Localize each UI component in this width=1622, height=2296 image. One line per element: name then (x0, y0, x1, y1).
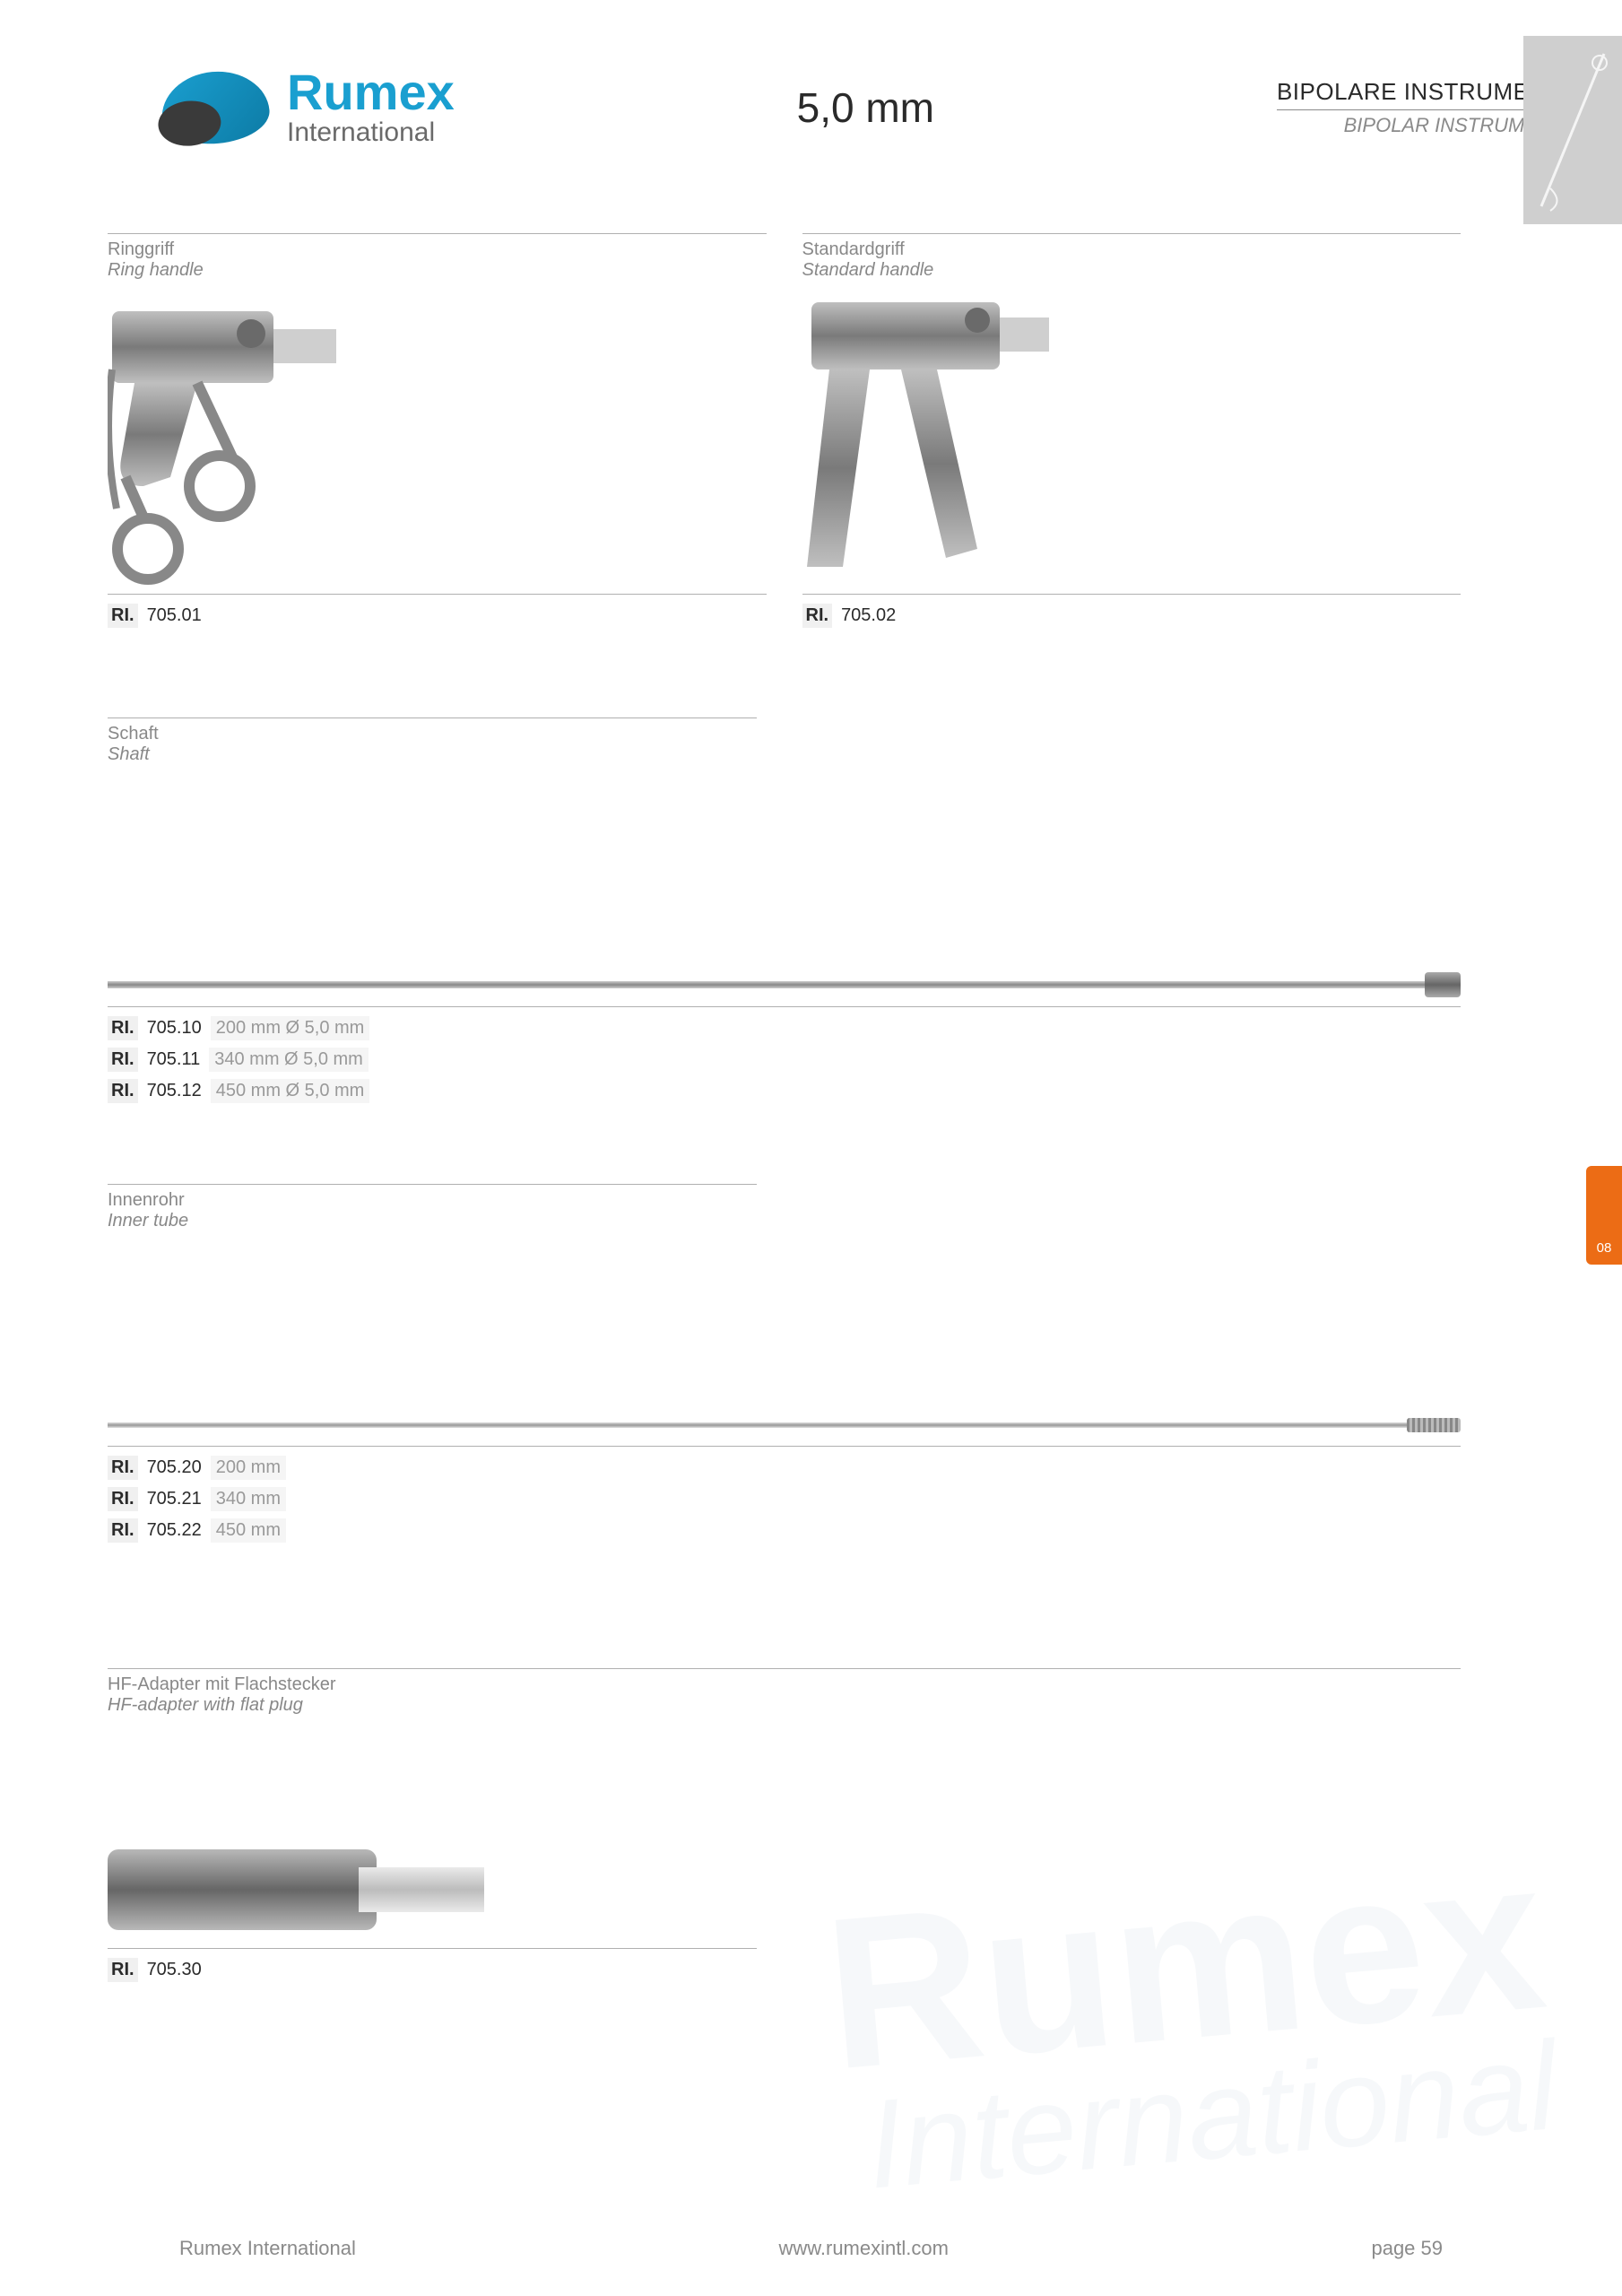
product-code-row: RI. 705.11 340 mm Ø 5,0 mm (108, 1048, 1461, 1072)
page-footer: Rumex International www.rumexintl.com pa… (0, 2237, 1622, 2260)
footer-page: page 59 (1371, 2237, 1443, 2260)
code-prefix: RI. (108, 1487, 138, 1511)
inner-tube-image (108, 1249, 1461, 1447)
code-prefix: RI. (108, 1456, 138, 1480)
logo-text: Rumex International (287, 67, 455, 148)
code-prefix: RI. (108, 1958, 138, 1982)
code-prefix: RI. (108, 1016, 138, 1040)
code-spec: 200 mm Ø 5,0 mm (211, 1016, 370, 1040)
adapter-image (108, 1734, 757, 1949)
shaft-title-en: Shaft (108, 744, 757, 765)
code-prefix: RI. (108, 604, 138, 628)
standard-handle-title-de: Standardgriff (802, 239, 1462, 260)
code-number: 705.22 (147, 1520, 202, 1541)
section-tab: 08 (1586, 1166, 1622, 1265)
code-spec: 340 mm (211, 1487, 286, 1511)
brand-subtitle: International (287, 117, 455, 148)
code-spec: 200 mm (211, 1456, 286, 1480)
logo-mark-icon (159, 67, 273, 148)
standard-handle-image (802, 299, 1462, 595)
code-prefix: RI. (108, 1079, 138, 1103)
code-spec: 450 mm (211, 1518, 286, 1543)
adapter-block: HF-Adapter mit Flachstecker HF-adapter w… (108, 1668, 1461, 1982)
adapter-title-en: HF-adapter with flat plug (108, 1695, 1461, 1716)
code-number: 705.02 (841, 605, 896, 626)
inner-tube-block: Innenrohr Inner tube RI. 705.20 200 mm RI. 7… (108, 1184, 1461, 1543)
code-number: 705.11 (147, 1049, 201, 1070)
category-thumbnail-icon (1523, 36, 1622, 224)
code-number: 705.10 (147, 1018, 202, 1039)
product-code-row: RI. 705.22 450 mm (108, 1518, 1461, 1543)
product-code-row: RI. 705.20 200 mm (108, 1456, 1461, 1480)
tab-number: 08 (1597, 1240, 1612, 1256)
code-prefix: RI. (802, 604, 833, 628)
inner-codes: RI. 705.20 200 mm RI. 705.21 340 mm RI. 705.22 4… (108, 1456, 1461, 1543)
size-heading: 5,0 mm (455, 83, 1277, 132)
ring-handle-block: Ringgriff Ring handle (108, 233, 767, 628)
standard-handle-title-en: Standard handle (802, 260, 1462, 281)
footer-url: www.rumexintl.com (778, 2237, 948, 2260)
adapter-title-de: HF-Adapter mit Flachstecker (108, 1674, 1461, 1695)
adapter-code: RI. 705.30 (108, 1958, 1461, 1982)
code-number: 705.21 (147, 1489, 202, 1509)
product-code-row: RI. 705.21 340 mm (108, 1487, 1461, 1511)
ring-handle-image (108, 299, 767, 595)
shaft-codes: RI. 705.10 200 mm Ø 5,0 mm RI. 705.11 340 mm … (108, 1016, 1461, 1103)
code-number: 705.20 (147, 1457, 202, 1478)
shaft-image (108, 783, 1461, 1007)
product-code-row: RI. 705.10 200 mm Ø 5,0 mm (108, 1016, 1461, 1040)
standard-handle-block: Standardgriff Standard handle (802, 233, 1462, 628)
shaft-block: Schaft Shaft RI.705.10200 mm Ø 5,0 mmRI.… (108, 718, 1461, 1103)
shaft-title-de: Schaft (108, 724, 757, 744)
brand-name: Rumex (287, 67, 455, 117)
code-prefix: RI. (108, 1518, 138, 1543)
ring-handle-title-de: Ringgriff (108, 239, 767, 260)
page-content: Ringgriff Ring handle (0, 233, 1622, 1982)
inner-title-en: Inner tube (108, 1211, 757, 1231)
ring-handle-title-en: Ring handle (108, 260, 767, 281)
code-number: 705.01 (147, 605, 202, 626)
code-prefix: RI. (108, 1048, 138, 1072)
code-spec: 340 mm Ø 5,0 mm (209, 1048, 369, 1072)
inner-title-de: Innenrohr (108, 1190, 757, 1211)
product-code-row: RI. 705.12 450 mm Ø 5,0 mm (108, 1079, 1461, 1103)
code-number: 705.30 (147, 1960, 202, 1980)
page-header: Rumex International 5,0 mm BIPOLARE INST… (0, 0, 1622, 197)
standard-handle-code: RI. 705.02 (802, 604, 1462, 628)
logo: Rumex International (161, 67, 455, 148)
footer-company: Rumex International (179, 2237, 356, 2260)
code-number: 705.12 (147, 1081, 202, 1101)
ring-handle-code: RI. 705.01 (108, 604, 767, 628)
code-spec: 450 mm Ø 5,0 mm (211, 1079, 370, 1103)
